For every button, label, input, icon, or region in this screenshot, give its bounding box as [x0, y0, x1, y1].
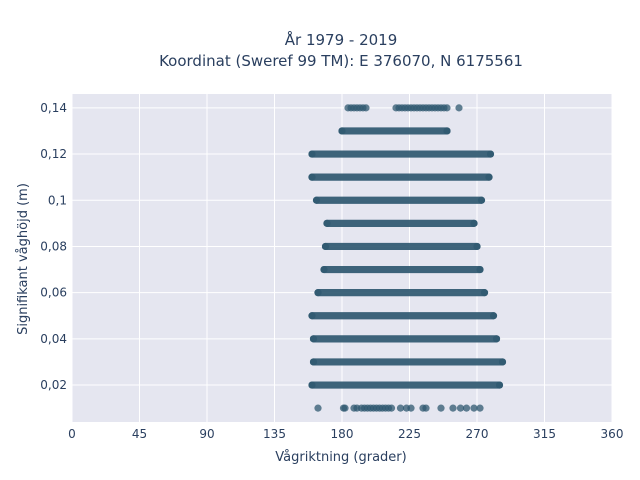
data-point: [314, 289, 322, 297]
data-point: [476, 265, 484, 274]
data-point: [396, 404, 405, 412]
data-point: [485, 173, 493, 181]
data-point: [362, 104, 370, 112]
data-point: [455, 104, 463, 112]
data-point: [486, 150, 495, 158]
y-tick-label: 0,06: [40, 286, 67, 300]
x-tick-label: 315: [533, 427, 556, 441]
data-point: [338, 127, 346, 135]
data-point: [309, 358, 318, 366]
data-point: [422, 404, 430, 412]
data-point: [492, 335, 501, 343]
data-point: [462, 404, 471, 412]
x-tick-label: 225: [398, 427, 421, 441]
y-axis-title: Signifikant våghöjd (m): [16, 183, 31, 335]
x-tick-label: 180: [331, 427, 354, 441]
data-point: [495, 381, 504, 389]
data-point: [477, 196, 486, 204]
y-tick-label: 0,14: [40, 101, 67, 115]
x-tick-label: 360: [601, 427, 624, 441]
data-point: [308, 173, 316, 181]
data-point: [308, 312, 316, 320]
chart-title-line1: År 1979 - 2019: [285, 30, 398, 49]
x-tick-label: 0: [68, 427, 76, 441]
data-point: [498, 358, 507, 366]
data-point: [473, 242, 481, 251]
data-point: [456, 404, 465, 412]
data-point: [480, 289, 489, 297]
data-point: [443, 104, 451, 112]
data-point: [470, 219, 478, 227]
data-point: [308, 150, 316, 158]
data-point: [323, 219, 331, 227]
data-point: [321, 242, 330, 251]
x-tick-label: 135: [263, 427, 286, 441]
x-tick-label: 45: [132, 427, 147, 441]
y-tick-label: 0,04: [40, 332, 67, 346]
y-tick-label: 0,02: [40, 378, 67, 392]
data-point: [407, 404, 415, 412]
plot-area: 0 45 90 135 180 225 270 315 360 0,02 0,04 0,06 0,08 0…: [40, 94, 623, 441]
x-axis-title: Vågriktning (grader): [275, 450, 406, 465]
y-tick-label: 0,08: [40, 239, 67, 253]
data-point: [341, 404, 349, 412]
data-point: [320, 265, 328, 274]
x-tick-label: 270: [466, 427, 489, 441]
data-point: [312, 196, 321, 204]
data-point: [449, 404, 457, 412]
data-point: [443, 127, 451, 135]
data-point: [314, 404, 322, 412]
data-point: [489, 312, 498, 320]
data-point: [470, 404, 478, 412]
chart-title-line2: Koordinat (Sweref 99 TM): E 376070, N 61…: [159, 52, 523, 70]
y-tick-label: 0,1: [48, 193, 67, 207]
data-point: [387, 404, 396, 412]
data-point: [476, 404, 484, 412]
x-tick-label: 90: [199, 427, 214, 441]
data-point: [308, 381, 316, 389]
data-point: [309, 335, 318, 343]
data-point: [437, 404, 445, 412]
y-tick-label: 0,12: [40, 147, 67, 161]
